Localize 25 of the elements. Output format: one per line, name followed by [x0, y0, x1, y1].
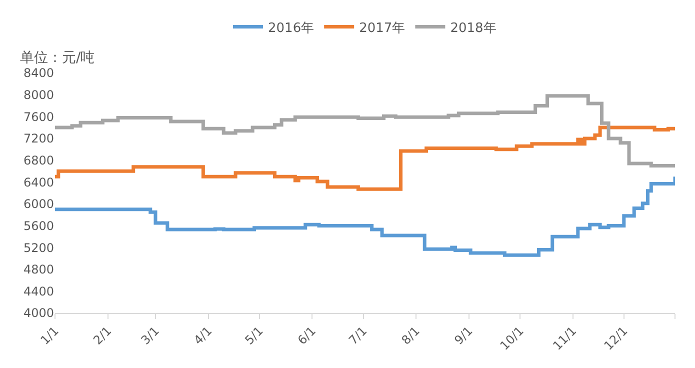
y-tick-label: 4400: [23, 284, 54, 298]
y-tick-label: 4800: [23, 262, 54, 277]
y-tick-label: 6400: [23, 175, 54, 190]
x-tick-label: 8/1: [398, 324, 422, 348]
y-tick-label: 5200: [23, 240, 54, 255]
y-tick-label: 6800: [23, 153, 54, 168]
x-tick-label: 9/1: [452, 324, 476, 348]
y-tick-label: 8400: [23, 66, 54, 80]
x-tick-label: 1/1: [38, 324, 62, 348]
x-tick-label: 6/1: [295, 324, 319, 348]
y-axis-title: 单位：元/吨: [20, 50, 95, 66]
legend-label: 2017年: [359, 20, 406, 36]
x-tick-label: 4/1: [191, 324, 215, 348]
x-tick-label: 2/1: [90, 324, 114, 348]
y-tick-label: 7200: [23, 132, 54, 146]
x-tick-label: 7/1: [346, 324, 370, 348]
y-tick-label: 7600: [23, 110, 54, 124]
x-tick-label: 3/1: [138, 324, 162, 348]
y-tick-label: 8000: [23, 88, 54, 102]
y-tick-label: 4000: [23, 306, 54, 320]
legend-label: 2016年: [268, 20, 314, 36]
legend-label: 2018年: [450, 20, 496, 36]
y-tick-label: 6000: [23, 197, 54, 212]
y-tick-label: 5600: [23, 218, 54, 233]
x-tick-label: 5/1: [242, 324, 266, 348]
